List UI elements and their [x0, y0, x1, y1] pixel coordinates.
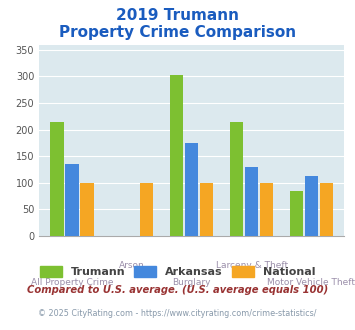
Bar	[185, 143, 198, 236]
Bar	[80, 183, 93, 236]
Bar	[170, 75, 183, 236]
Bar	[230, 122, 243, 236]
Text: Larceny & Theft: Larceny & Theft	[215, 261, 288, 270]
Bar	[140, 183, 153, 236]
Bar	[200, 183, 213, 236]
Text: All Property Crime: All Property Crime	[31, 278, 113, 287]
Text: Motor Vehicle Theft: Motor Vehicle Theft	[267, 278, 355, 287]
Bar	[290, 191, 303, 236]
Bar	[245, 167, 258, 236]
Text: 2019 Trumann: 2019 Trumann	[116, 8, 239, 23]
Legend: Trumann, Arkansas, National: Trumann, Arkansas, National	[35, 261, 320, 281]
Text: Burglary: Burglary	[173, 278, 211, 287]
Bar	[260, 183, 273, 236]
Text: Compared to U.S. average. (U.S. average equals 100): Compared to U.S. average. (U.S. average …	[27, 285, 328, 295]
Text: Arson: Arson	[119, 261, 145, 270]
Bar	[50, 122, 64, 236]
Text: Property Crime Comparison: Property Crime Comparison	[59, 25, 296, 40]
Bar	[305, 177, 318, 236]
Bar	[65, 164, 78, 236]
Text: © 2025 CityRating.com - https://www.cityrating.com/crime-statistics/: © 2025 CityRating.com - https://www.city…	[38, 309, 317, 317]
Bar	[320, 183, 333, 236]
